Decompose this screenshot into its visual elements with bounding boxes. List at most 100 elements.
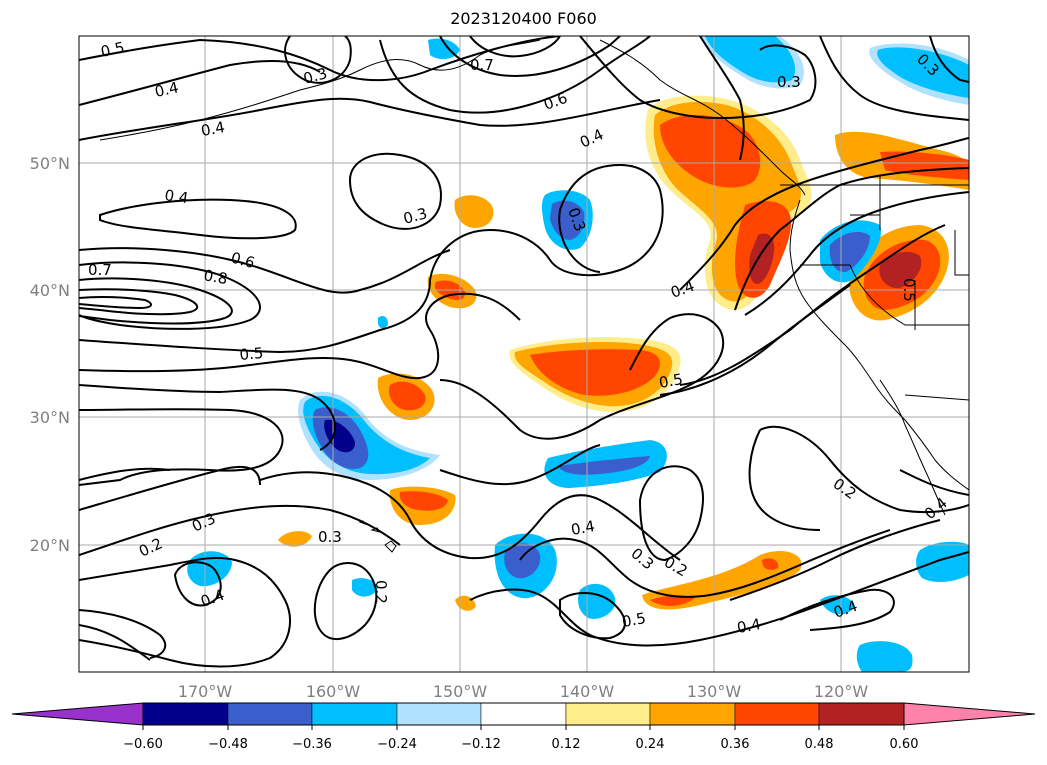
positive-band-south bbox=[642, 550, 802, 610]
contour-label: 0.7 bbox=[88, 261, 112, 279]
contour-se-02 bbox=[759, 425, 969, 514]
contour-ring-3 bbox=[79, 277, 233, 325]
colorbar-label: 0.24 bbox=[636, 737, 665, 752]
contour-nw-04 bbox=[579, 36, 817, 120]
negative-blob-s4 bbox=[352, 578, 378, 597]
negative-blob-se bbox=[916, 541, 969, 582]
contour-label: 0.2 bbox=[372, 580, 390, 604]
contour-north-3 bbox=[79, 97, 661, 141]
negative-band-mid-strong bbox=[558, 456, 650, 475]
map-panel: 0.5 0.4 0.3 0.7 0.6 0.4 0.3 0.4 0.4 0.3 … bbox=[79, 36, 969, 672]
map-frame bbox=[78, 35, 970, 673]
contour-lat-3 bbox=[79, 384, 336, 451]
contour-lat-4 bbox=[79, 408, 284, 486]
contour-south-6 bbox=[729, 519, 941, 601]
coastline-baja bbox=[879, 379, 946, 516]
contour-label: 0.3 bbox=[301, 64, 329, 88]
contour-lat-2 bbox=[79, 292, 521, 380]
latitude-labels: 50°N 40°N 30°N 20°N bbox=[30, 154, 70, 555]
negative-blob-s1-strong bbox=[504, 543, 541, 579]
contour-label: 0.3 bbox=[318, 528, 342, 546]
positive-region-nw-strong bbox=[660, 114, 761, 188]
contour-lat-1 bbox=[79, 163, 664, 354]
colorbar-label: −0.60 bbox=[123, 737, 163, 752]
contour-04-coast bbox=[679, 137, 969, 291]
contour-se-02c bbox=[779, 588, 895, 631]
contour-south-4 bbox=[559, 592, 626, 640]
contour-label: 0.8 bbox=[202, 266, 229, 288]
contour-sub-2 bbox=[79, 465, 261, 511]
contour-label: 0.4 bbox=[200, 118, 227, 140]
longitude-labels: 170°W 160°W 150°W 140°W 130°W 120°W bbox=[178, 682, 869, 701]
positive-blob-1 bbox=[454, 195, 494, 228]
contour-loop-04-left bbox=[99, 198, 297, 240]
state-border-8 bbox=[904, 394, 969, 401]
contour-loop-south bbox=[173, 561, 222, 607]
colorbar-swatch bbox=[227, 702, 313, 726]
contour-north-1 bbox=[79, 36, 561, 82]
lon-label: 120°W bbox=[814, 682, 869, 701]
positive-region-central-strong bbox=[530, 349, 660, 396]
positive-band-south-strong bbox=[650, 595, 695, 606]
contour-far-south bbox=[79, 624, 151, 661]
contour-label: 0.4 bbox=[153, 78, 180, 101]
negative-region-nmid bbox=[428, 38, 460, 60]
positive-region-coast-max bbox=[749, 233, 775, 285]
colorbar-swatch bbox=[565, 702, 651, 726]
contour-sub-1 bbox=[439, 444, 601, 486]
contour-label: 0.5 bbox=[99, 38, 126, 61]
contour-nw-03 bbox=[699, 36, 745, 161]
colorbar-swatch bbox=[311, 702, 398, 726]
colorbar-swatch bbox=[649, 702, 736, 726]
contour-south-3 bbox=[519, 529, 891, 598]
positive-blob-3-strong bbox=[388, 381, 426, 411]
contour-north-2 bbox=[79, 59, 321, 106]
negative-blob-tiny bbox=[378, 316, 388, 329]
contour-south-1 bbox=[313, 562, 378, 640]
contour-label: 0.4 bbox=[736, 615, 763, 637]
negative-region-west-max bbox=[324, 419, 356, 453]
colorbar-swatch bbox=[734, 702, 820, 726]
state-border-3 bbox=[849, 264, 969, 326]
contour-label: 0.4 bbox=[570, 517, 597, 539]
negative-region-ne-corner-core bbox=[877, 47, 969, 98]
contour-north-4 bbox=[379, 36, 651, 114]
contour-label: 0.5 bbox=[900, 278, 918, 302]
contour-label: 0.5 bbox=[658, 370, 685, 392]
lat-label: 30°N bbox=[30, 408, 70, 427]
colorbar-label: 0.36 bbox=[721, 737, 750, 752]
contour-mid-1 bbox=[439, 313, 725, 440]
contour-north-6 bbox=[469, 36, 561, 58]
positive-region-interior-max bbox=[879, 251, 922, 289]
lat-label: 50°N bbox=[30, 154, 70, 173]
positive-blob-4-strong bbox=[399, 491, 448, 511]
contour-05-coast bbox=[734, 167, 969, 311]
colorbar-label: 0.12 bbox=[552, 737, 581, 752]
gridlines bbox=[79, 36, 969, 672]
contour-se-04 bbox=[899, 469, 969, 496]
contour-loop-03-nw bbox=[284, 36, 352, 84]
hawaii-1 bbox=[384, 540, 397, 553]
positive-blob-5 bbox=[278, 531, 312, 547]
colorbar-ticks bbox=[142, 725, 905, 730]
negative-region-north-core bbox=[705, 36, 796, 83]
colorbar-label: −0.48 bbox=[208, 737, 248, 752]
contour-south-5 bbox=[639, 465, 704, 562]
negative-blob-se2 bbox=[856, 641, 913, 672]
colorbar-extend-high bbox=[903, 702, 1036, 726]
coastline-west-us bbox=[789, 199, 969, 491]
contour-ring-1 bbox=[79, 247, 451, 294]
coastline-alaska-panhandle bbox=[599, 39, 806, 196]
lon-label: 140°W bbox=[560, 682, 615, 701]
colorbar-label: 0.48 bbox=[805, 737, 834, 752]
colorbar-swatch bbox=[142, 702, 229, 726]
lon-label: 130°W bbox=[687, 682, 742, 701]
lon-label: 160°W bbox=[306, 682, 361, 701]
contour-label: 0.5 bbox=[239, 344, 264, 364]
colorbar-label: 0.60 bbox=[890, 737, 919, 752]
contour-sw-left bbox=[79, 467, 171, 481]
negative-region-west-coast-strong bbox=[829, 231, 870, 273]
negative-blob-n1-strong bbox=[550, 200, 585, 240]
contour-sub-4 bbox=[79, 504, 401, 556]
